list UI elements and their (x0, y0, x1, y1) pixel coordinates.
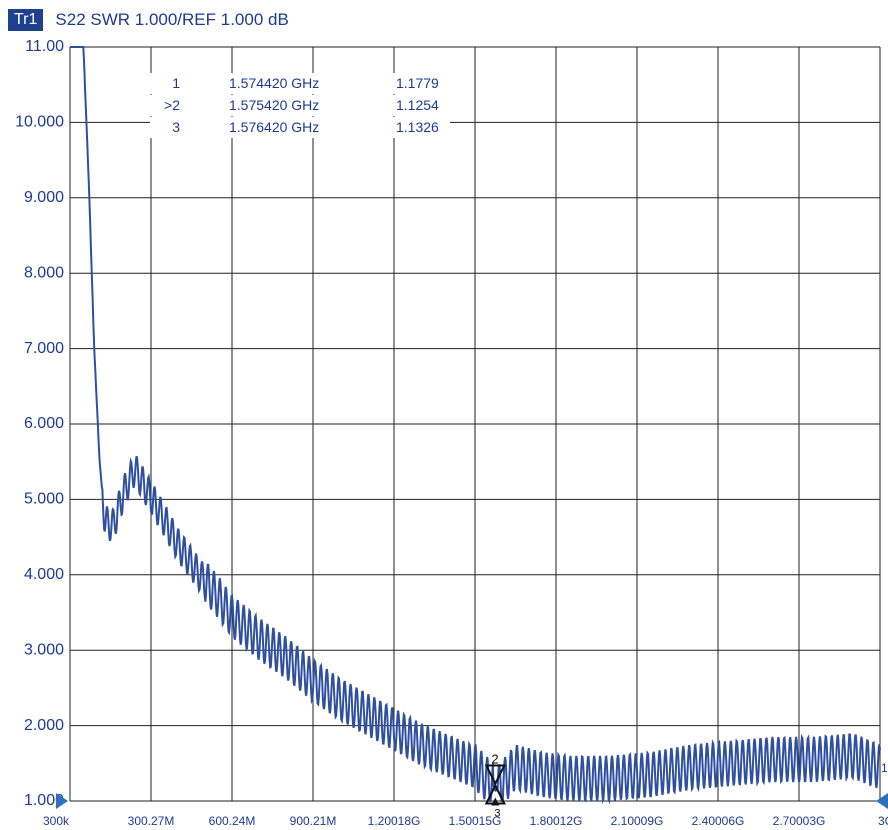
marker-number[interactable]: >2 (164, 97, 180, 113)
y-tick-label: 4.000 (24, 566, 64, 583)
x-axis-ticks: 300k 300.27M 600.24M 900.21M 1.20018G 1.50015… (43, 814, 888, 828)
grid (69, 46, 881, 802)
marker-frequency: 1.576420 GHz (229, 119, 319, 135)
trace-end-label: 1 (881, 761, 888, 775)
marker-2-triangle-icon[interactable] (484, 764, 506, 786)
marker-glyphs: 23 (484, 752, 506, 820)
x-tick-label: 600.24M (209, 814, 256, 828)
trace-badge[interactable]: Tr1 (8, 9, 44, 31)
x-tick-label: 1.50015G (449, 814, 502, 828)
marker-row-bg (150, 73, 450, 94)
x-tick-label: 3G (878, 814, 888, 828)
marker-2-label: 2 (491, 752, 498, 767)
x-tick-label: 300k (43, 814, 70, 828)
x-tick-label: 1.20018G (368, 814, 421, 828)
marker-row-bg (150, 95, 450, 116)
x-tick-label: 2.10009G (611, 814, 664, 828)
marker-number[interactable]: 3 (172, 119, 180, 135)
y-tick-label: 3.000 (24, 641, 64, 658)
marker-3-label: 3 (494, 808, 500, 820)
marker-value: 1.1254 (396, 97, 439, 113)
active-marker-icon[interactable] (491, 797, 500, 806)
marker-row-bg (150, 117, 450, 138)
y-tick-label: 8.000 (24, 264, 64, 281)
marker-frequency: 1.574420 GHz (229, 75, 319, 91)
y-tick-label: 10.000 (15, 114, 64, 131)
x-tick-label: 1.80012G (530, 814, 583, 828)
y-tick-label: 9.000 (24, 189, 64, 206)
y-axis-ticks: 11.00 10.000 9.000 8.000 7.000 6.000 5.000 4.00… (15, 38, 64, 809)
trace-line (70, 46, 881, 805)
marker-value: 1.1326 (396, 119, 439, 135)
y-tick-label: 6.000 (24, 415, 64, 432)
y-tick-label: 11.00 (25, 38, 64, 55)
x-tick-label: 900.21M (290, 814, 337, 828)
y-tick-label: 5.000 (24, 491, 64, 508)
marker-table: 1 1.574420 GHz 1.1779 >2 1.575420 GHz 1.1254 3… (150, 73, 450, 138)
x-tick-label: 2.70003G (773, 814, 826, 828)
marker-frequency: 1.575420 GHz (229, 97, 319, 113)
y-tick-label: 7.000 (24, 340, 64, 357)
trace-header: Tr1 S22 SWR 1.000/REF 1.000 dB (8, 8, 289, 32)
x-tick-label: 300.27M (128, 814, 175, 828)
marker-number[interactable]: 1 (172, 75, 180, 91)
y-tick-label: 2.000 (24, 717, 64, 734)
trace-info: S22 SWR 1.000/REF 1.000 dB (55, 10, 289, 29)
x-tick-label: 2.40006G (692, 814, 745, 828)
y-tick-label: 1.000 (24, 792, 64, 809)
reference-level-arrow-icon[interactable] (56, 793, 68, 809)
marker-value: 1.1779 (396, 75, 439, 91)
right-reference-arrow-icon[interactable] (876, 793, 888, 809)
